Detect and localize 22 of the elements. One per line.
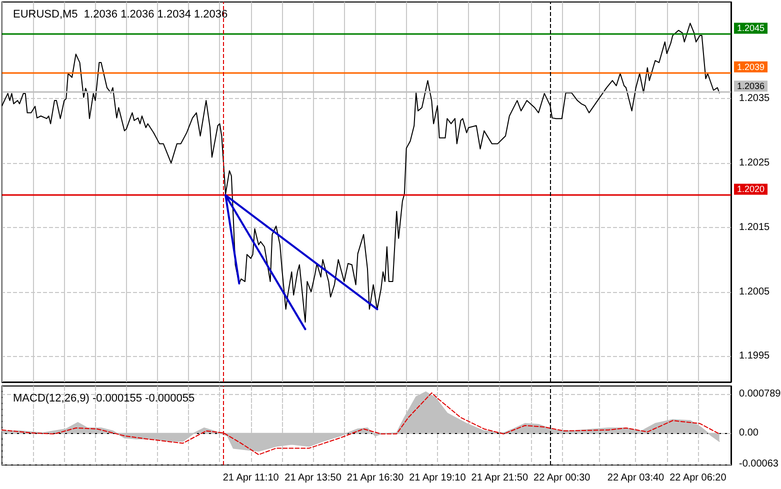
ref-line-label: 1.2020 bbox=[737, 184, 765, 194]
y-tick-label: 1.2015 bbox=[739, 222, 770, 233]
y-tick-label: 0.00 bbox=[739, 427, 759, 438]
text: MACD(12,26,9) -0.000155 -0.000055 bbox=[13, 392, 195, 404]
y-tick-label: 1.2005 bbox=[739, 286, 770, 298]
y-tick-label: 1.1995 bbox=[739, 350, 770, 362]
y-tick-label: 0.000789 bbox=[739, 388, 781, 400]
ref-line-label: 1.2039 bbox=[737, 62, 765, 72]
text: EURUSD,M5 1.2036 1.2036 1.2034 1.2036 bbox=[13, 8, 228, 20]
y-tick-label: 1.2035 bbox=[739, 93, 770, 104]
x-tick-label: 21 Apr 21:50 bbox=[471, 472, 528, 484]
ref-line-label: 1.2036 bbox=[737, 81, 765, 92]
x-tick-label: 21 Apr 11:10 bbox=[222, 472, 280, 484]
y-tick-label: -0.00063 bbox=[739, 458, 779, 470]
y-tick-label: 1.2025 bbox=[739, 158, 770, 169]
x-tick-label: 21 Apr 16:30 bbox=[346, 472, 404, 484]
x-tick-label: 21 Apr 13:50 bbox=[284, 472, 342, 484]
x-tick-label: 21 Apr 19:10 bbox=[409, 472, 466, 484]
x-tick-label: 22 Apr 06:20 bbox=[670, 472, 727, 484]
x-tick-label: 22 Apr 03:40 bbox=[607, 472, 665, 484]
ref-line-label: 1.2045 bbox=[737, 23, 765, 34]
x-tick-label: 22 Apr 00:30 bbox=[534, 472, 591, 484]
